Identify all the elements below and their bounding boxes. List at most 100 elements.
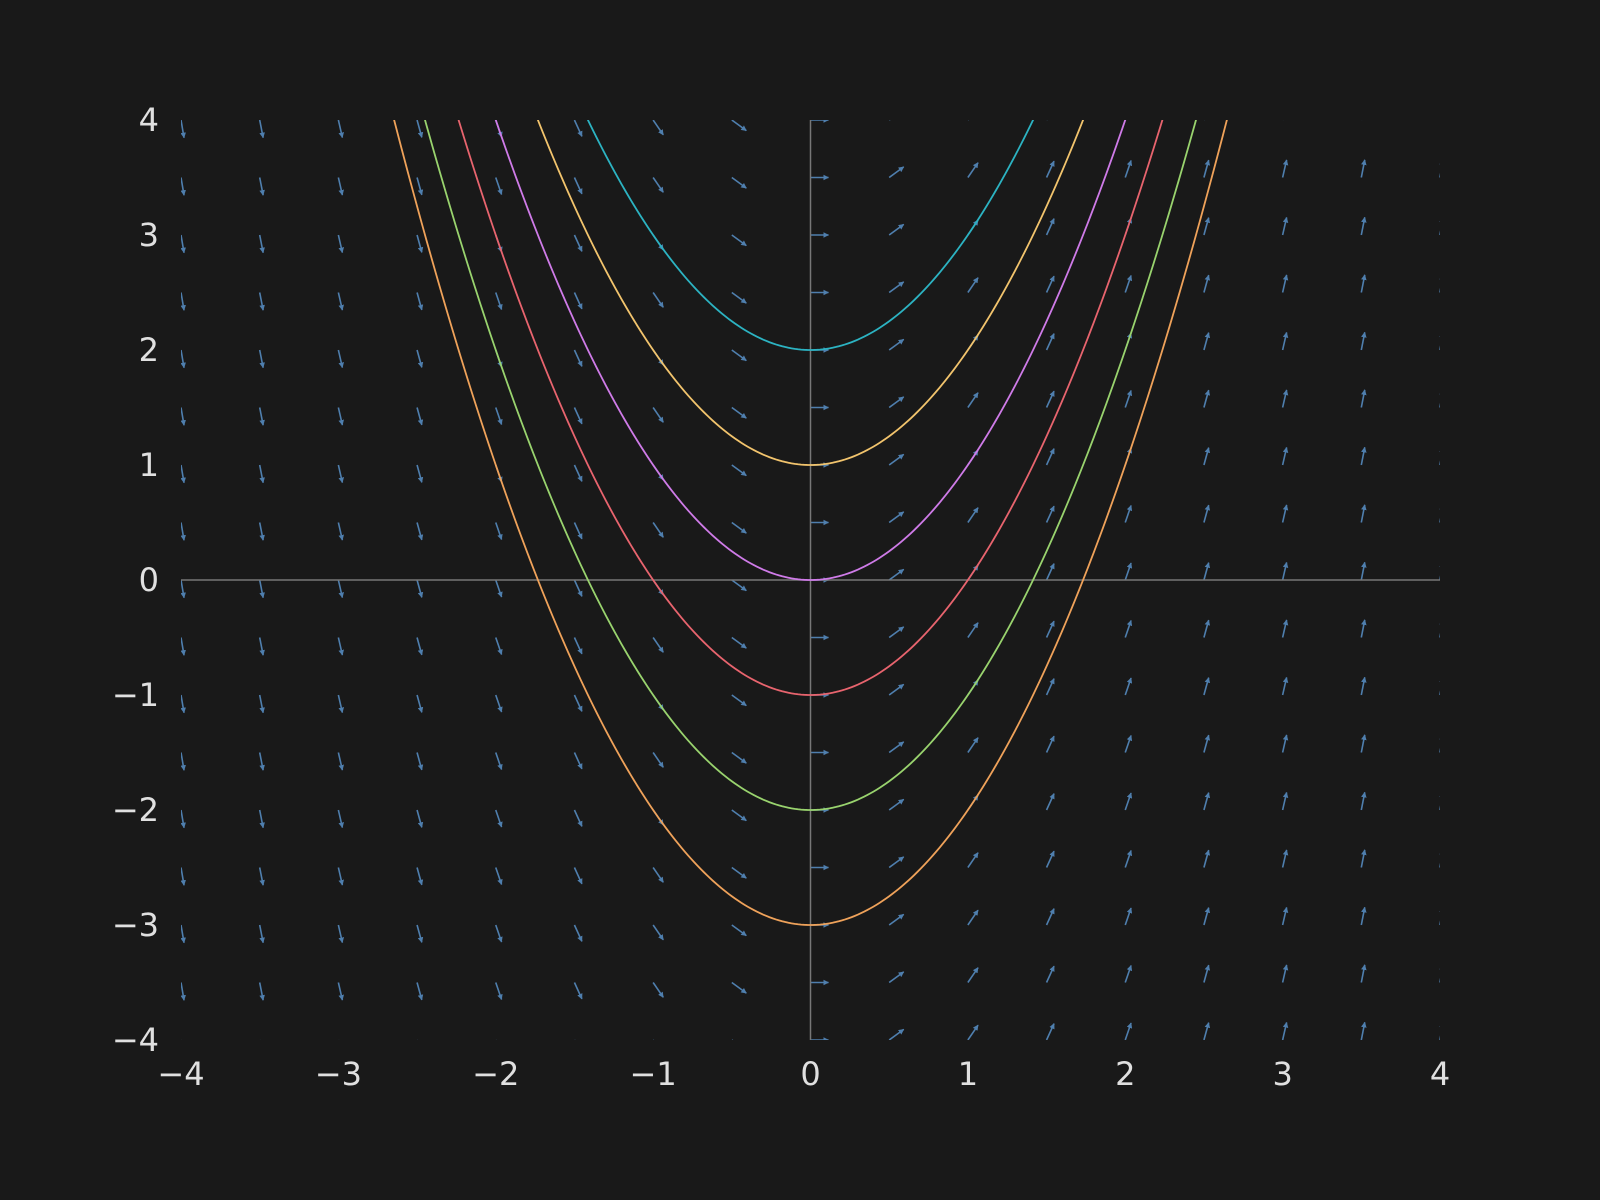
slope-arrow [181, 982, 186, 1001]
slope-arrow [1282, 120, 1284, 121]
x-tick-label: 4 [1430, 1055, 1450, 1093]
slope-arrow [731, 694, 747, 707]
slope-arrow [1439, 159, 1440, 178]
slope-arrow [1440, 102, 1443, 120]
slope-arrow [1045, 448, 1055, 466]
slope-arrow [1281, 849, 1289, 868]
slope-arrow [1124, 964, 1133, 983]
slope-arrow [1045, 908, 1055, 926]
slope-arrow [416, 924, 424, 943]
slope-arrow [1281, 274, 1289, 293]
slope-arrow [1360, 389, 1367, 408]
slope-arrow [494, 407, 503, 426]
slope-arrow [888, 626, 905, 639]
slope-arrow [1439, 561, 1440, 580]
slope-arrow [181, 464, 186, 484]
y-tick-label: 2 [139, 331, 159, 369]
slope-arrow [258, 694, 265, 714]
slope-arrow [181, 407, 186, 426]
slope-arrow [731, 464, 747, 477]
slope-arrow [652, 292, 664, 308]
slope-arrow [1281, 791, 1289, 811]
slope-arrow [967, 1024, 979, 1040]
slope-arrow [258, 809, 265, 829]
slope-arrow [337, 407, 344, 426]
slope-arrow [1360, 619, 1367, 638]
slope-arrow [1360, 1021, 1367, 1040]
solution-curve [494, 120, 1127, 581]
y-tick-label: 3 [139, 216, 159, 254]
slope-arrow [337, 752, 344, 771]
slope-arrow [888, 223, 905, 236]
y-tick-label: 0 [139, 561, 159, 599]
slope-arrow [181, 522, 186, 541]
slope-arrow [1045, 620, 1055, 638]
slope-arrow [1045, 793, 1055, 811]
slope-arrow [1045, 735, 1055, 753]
y-axis-tick-labels: 4 3 2 1 0 −1 −2 −3 −4 [112, 101, 159, 1059]
curves [393, 120, 1228, 926]
slope-arrow [337, 120, 344, 139]
slope-arrow [1124, 274, 1133, 293]
slope-arrow [731, 981, 747, 994]
slope-arrow [888, 798, 905, 811]
x-tick-label: 0 [800, 1055, 820, 1093]
slope-arrow [652, 177, 664, 193]
slope-arrow [888, 281, 905, 294]
slope-arrow [573, 120, 583, 137]
slope-arrow [731, 349, 747, 362]
slope-arrow [1281, 734, 1289, 753]
slope-arrow [416, 407, 424, 426]
slope-arrow [416, 694, 424, 713]
slope-arrow [967, 120, 969, 121]
slope-arrow [1281, 676, 1289, 696]
slope-arrow [1203, 120, 1205, 121]
slope-arrow [258, 982, 265, 1001]
slope-arrow [888, 913, 905, 926]
slope-arrow [337, 234, 344, 254]
slope-arrow [888, 396, 905, 409]
slope-arrow [573, 982, 583, 1000]
slope-arrow [573, 579, 583, 597]
slope-arrow [1281, 906, 1289, 926]
slope-arrow [652, 924, 664, 941]
slope-arrow [1439, 734, 1440, 753]
slope-arrow [1439, 619, 1440, 638]
slope-arrow [1360, 504, 1367, 523]
x-tick-label: 3 [1272, 1055, 1292, 1093]
slope-arrow [1360, 561, 1367, 581]
slope-arrow [967, 392, 979, 408]
slope-arrow [416, 120, 424, 138]
slope-arrow [494, 867, 503, 886]
solution-curve [393, 120, 1228, 926]
slope-arrow [416, 982, 424, 1001]
slope-arrow [337, 982, 344, 1001]
slope-arrow [416, 349, 424, 368]
slope-arrow [1124, 389, 1133, 408]
slope-arrow [494, 579, 503, 598]
slope-arrow [731, 636, 747, 649]
x-tick-label: −2 [472, 1055, 519, 1093]
slope-arrow [337, 292, 344, 311]
slope-arrow [1124, 907, 1133, 926]
slope-arrow [1281, 1021, 1289, 1040]
slope-arrow [181, 579, 186, 599]
slope-arrow [1203, 792, 1211, 811]
slope-arrow [181, 292, 186, 311]
slope-arrow [1124, 677, 1133, 696]
slope-arrow [573, 522, 583, 540]
slope-arrow [888, 453, 905, 466]
slope-arrow [337, 924, 344, 944]
slope-arrow [417, 1039, 418, 1040]
slope-arrow [1203, 734, 1211, 753]
slope-arrow [1124, 159, 1133, 178]
slope-arrow [731, 809, 747, 822]
slope-arrow [1045, 390, 1055, 408]
slope-arrow [337, 694, 344, 714]
slope-arrow [258, 407, 265, 426]
slope-arrow [967, 622, 979, 638]
slope-arrow [181, 234, 186, 254]
slope-arrow [1203, 504, 1211, 523]
y-tick-label: −3 [112, 906, 159, 944]
slope-arrow [967, 852, 979, 868]
